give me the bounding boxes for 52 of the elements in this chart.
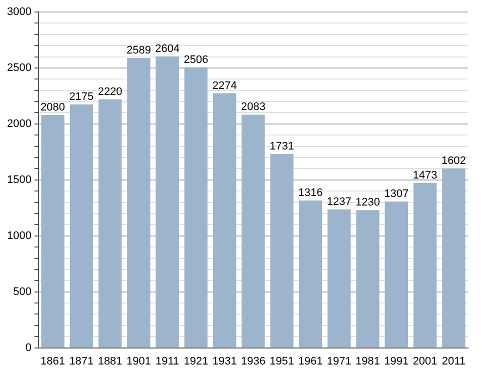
data-label: 1473 (412, 169, 438, 182)
x-tick-label: 1936 (240, 355, 266, 368)
data-label: 2274 (212, 80, 237, 92)
data-label: 1602 (441, 155, 466, 168)
data-label: 1731 (270, 140, 294, 153)
bar (413, 182, 437, 348)
bar (184, 67, 208, 348)
y-tick-label: 1500 (6, 174, 32, 186)
bar (384, 202, 408, 348)
x-tick-label: 1901 (126, 355, 151, 368)
x-tick-label: 1981 (356, 355, 380, 368)
bar (242, 114, 265, 348)
x-tick-label: 1991 (384, 355, 409, 368)
bar (356, 210, 380, 348)
bar (213, 93, 236, 348)
bar (298, 200, 322, 348)
x-tick-label: 1871 (69, 355, 94, 368)
bar (127, 58, 150, 348)
data-label: 2589 (126, 44, 151, 57)
x-tick-label: 1861 (40, 355, 66, 368)
data-label: 2080 (40, 102, 66, 114)
y-tick-label: 0 (25, 342, 32, 354)
y-tick-label: 2500 (6, 62, 32, 74)
bar (156, 56, 179, 348)
y-tick-label: 3000 (6, 6, 32, 18)
x-tick-label: 1971 (326, 355, 352, 368)
x-tick-label: 1911 (156, 355, 180, 368)
data-label: 2083 (240, 101, 266, 114)
y-tick-label: 500 (13, 286, 32, 298)
x-tick-label: 2011 (442, 355, 466, 368)
x-tick-label: 1921 (184, 355, 208, 368)
x-tick-label: 1951 (270, 355, 294, 368)
data-label: 2506 (184, 54, 208, 66)
bar (98, 99, 122, 348)
x-tick-label: 1961 (298, 355, 323, 368)
data-label: 2604 (155, 42, 180, 55)
data-label: 1230 (356, 196, 380, 209)
x-tick-label: 1881 (98, 355, 122, 368)
x-tick-label: 1931 (212, 355, 237, 368)
data-label: 1307 (384, 188, 409, 200)
bar (328, 209, 351, 348)
data-label: 2220 (98, 86, 122, 98)
y-tick-label: 2000 (6, 118, 32, 130)
bar (41, 114, 64, 348)
bar (442, 168, 466, 348)
y-tick-label: 1000 (6, 230, 32, 242)
bar (270, 154, 294, 348)
bar (70, 104, 94, 348)
data-label: 2175 (69, 90, 94, 103)
x-tick-label: 2001 (412, 355, 438, 368)
data-label: 1237 (326, 196, 352, 208)
data-label: 1316 (298, 187, 323, 200)
